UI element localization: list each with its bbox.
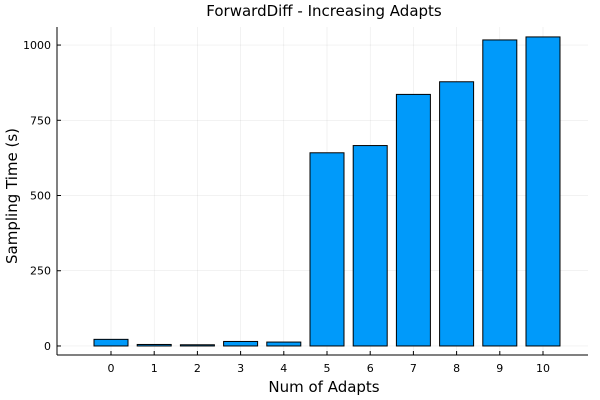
bar-3: [223, 340, 259, 347]
x-tick-label: 7: [410, 362, 417, 375]
x-tick-label: 2: [194, 362, 201, 375]
bar-10: [525, 36, 561, 347]
x-tick-label: 6: [367, 362, 374, 375]
chart-title: ForwardDiff - Increasing Adapts: [206, 2, 442, 20]
bar-4: [266, 341, 302, 347]
x-tick-label: 3: [237, 362, 244, 375]
bar-8: [439, 81, 475, 347]
y-tick-label: 1000: [23, 39, 51, 52]
y-ticks: 0 250 500 750 1000: [23, 39, 61, 353]
x-tick-label: 8: [453, 362, 460, 375]
bar-9: [482, 39, 518, 347]
x-tick-label: 10: [536, 362, 550, 375]
bar-0: [93, 338, 129, 347]
bars: [93, 36, 561, 347]
x-axis-label: Num of Adapts: [268, 378, 379, 396]
bar-1: [136, 343, 172, 347]
y-tick-label: 0: [44, 340, 51, 353]
y-tick-label: 500: [30, 190, 51, 203]
x-tick-label: 0: [108, 362, 115, 375]
bar-7: [395, 93, 431, 347]
x-tick-label: 1: [151, 362, 158, 375]
y-tick-label: 250: [30, 265, 51, 278]
x-tick-label: 9: [496, 362, 503, 375]
bar-5: [309, 152, 345, 347]
x-tick-label: 4: [280, 362, 287, 375]
y-axis-label: Sampling Time (s): [3, 128, 21, 264]
x-tick-label: 5: [324, 362, 331, 375]
bar-2: [179, 344, 215, 347]
bar-6: [352, 145, 388, 347]
y-tick-label: 750: [30, 114, 51, 127]
x-ticks: 0 1 2 3 4 5 6 7 8 9 10: [108, 351, 550, 375]
